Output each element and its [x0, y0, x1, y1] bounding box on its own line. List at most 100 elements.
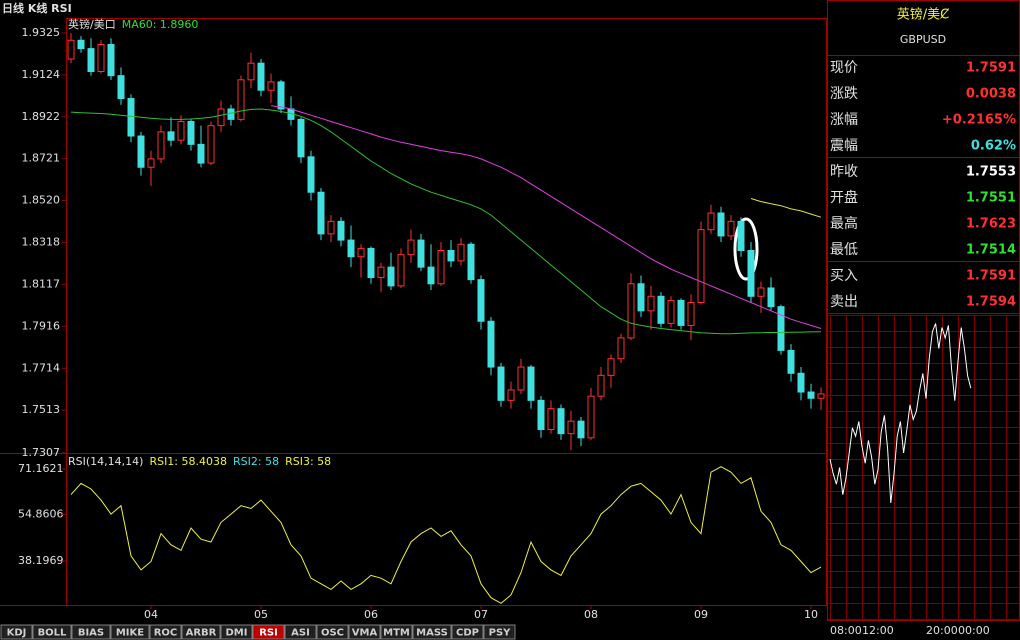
candle-body: [507, 389, 515, 401]
x-tick-label: 08: [584, 608, 598, 621]
indicator-tab-label[interactable]: BIAS: [78, 628, 104, 639]
indicator-tab-label[interactable]: BOLL: [38, 628, 67, 639]
time-label: 08:00: [830, 624, 862, 637]
indicator-tab[interactable]: [0, 624, 33, 640]
candle-body: [187, 120, 195, 145]
indicator-tab[interactable]: [110, 624, 150, 640]
candle-body: [197, 143, 205, 164]
candle-body: [617, 337, 625, 360]
x-tick-label: 05: [254, 608, 268, 621]
window-title: 日线 K线 RSI: [2, 1, 72, 15]
quote-value: 1.7591: [966, 269, 1016, 284]
candle-body: [177, 120, 185, 141]
quote-value: 1.7623: [966, 217, 1016, 232]
indicator-tab[interactable]: [451, 624, 484, 640]
y-tick-label: 1.7513: [22, 403, 61, 416]
candle-body: [667, 299, 675, 324]
moving-average: [70, 108, 822, 335]
candle-body: [137, 135, 145, 168]
y-tick-label: 1.8721: [22, 152, 61, 165]
indicator-tab[interactable]: [316, 624, 349, 640]
quote-label: 开盘: [830, 189, 858, 206]
indicator-tab[interactable]: [252, 624, 285, 640]
annotation-ellipse: [733, 217, 759, 281]
indicator-tab-label[interactable]: OSC: [321, 628, 344, 639]
y-tick-label: 54.8606: [18, 507, 64, 520]
quote-value: 1.7553: [966, 165, 1016, 180]
candle-body: [637, 283, 645, 312]
indicator-tab[interactable]: [149, 624, 182, 640]
indicator-tab[interactable]: [32, 624, 72, 640]
candle-body: [257, 62, 265, 91]
candle-body: [447, 249, 455, 262]
quote-value: 1.7551: [966, 191, 1016, 206]
indicator-tab-label[interactable]: MIKE: [116, 628, 144, 639]
candle-body: [807, 391, 815, 399]
indicator-tab[interactable]: [412, 624, 452, 640]
quote-label: 涨跌: [830, 86, 858, 102]
y-tick-label: 1.8117: [22, 277, 61, 290]
quote-label: 震幅: [830, 138, 858, 154]
y-tick-label: 1.9124: [22, 68, 61, 81]
candle-body: [337, 220, 345, 241]
candle-body: [77, 39, 85, 50]
time-label: 12:00: [862, 624, 894, 637]
candle-body: [557, 408, 565, 435]
candle-body: [347, 239, 355, 258]
candle-body: [657, 295, 665, 324]
indicator-tab-label[interactable]: ASI: [291, 628, 310, 639]
quote-value: 0.0038: [966, 87, 1016, 102]
indicator-tab[interactable]: [181, 624, 221, 640]
indicator-tab-label[interactable]: CDP: [456, 628, 479, 639]
candle-body: [327, 220, 335, 235]
indicator-tab-label[interactable]: MASS: [416, 628, 448, 639]
candle-body: [67, 39, 75, 60]
candle-body: [477, 279, 485, 322]
y-tick-label: 1.7307: [22, 446, 61, 459]
candle-body: [407, 239, 415, 256]
candle-body: [217, 108, 225, 127]
panel-header: RSI1: 58.4038: [149, 455, 227, 468]
candle-body: [167, 131, 175, 141]
indicator-tab-label[interactable]: VMA: [352, 628, 378, 639]
candle-body: [397, 254, 405, 287]
candle-body: [787, 349, 795, 374]
candle-body: [737, 220, 745, 251]
x-tick-label: 09: [694, 608, 708, 621]
y-tick-label: 1.9325: [22, 26, 61, 39]
indicator-tab[interactable]: [348, 624, 381, 640]
indicator-tab-label[interactable]: DMI: [226, 628, 248, 639]
quote-code: GBPUSD: [900, 33, 946, 46]
indicator-tab-label[interactable]: RSI: [259, 628, 278, 639]
candle-body: [127, 98, 135, 137]
indicator-tab[interactable]: [71, 624, 111, 640]
x-tick-label: 06: [364, 608, 378, 621]
candle-body: [727, 220, 735, 237]
indicator-tab-label[interactable]: PSY: [489, 628, 512, 639]
candle-body: [207, 125, 215, 164]
quote-label: 涨幅: [830, 112, 858, 128]
indicator-tab[interactable]: [483, 624, 516, 640]
indicator-tab-label[interactable]: ROC: [154, 628, 178, 639]
panel-header: MA60: 1.8960: [122, 18, 199, 31]
indicator-tab-label[interactable]: MTM: [383, 628, 410, 639]
indicator-tab-label[interactable]: ARBR: [186, 628, 217, 639]
candle-body: [597, 374, 605, 397]
candle-body: [547, 408, 555, 430]
candle-body: [277, 81, 285, 110]
candle-body: [457, 243, 465, 262]
indicator-tab[interactable]: [380, 624, 413, 640]
intraday-line: [829, 323, 972, 504]
indicator-tab[interactable]: [220, 624, 253, 640]
x-tick-label: 07: [474, 608, 488, 621]
candle-body: [377, 266, 385, 279]
quote-value: 1.7591: [966, 61, 1016, 76]
quote-value: 1.7594: [966, 295, 1016, 310]
indicator-tab-label[interactable]: KDJ: [7, 628, 27, 639]
y-tick-label: 1.8922: [22, 110, 61, 123]
candle-body: [607, 358, 615, 376]
candle-body: [437, 249, 445, 285]
quote-label: 昨收: [830, 164, 858, 180]
indicator-tab[interactable]: [284, 624, 317, 640]
